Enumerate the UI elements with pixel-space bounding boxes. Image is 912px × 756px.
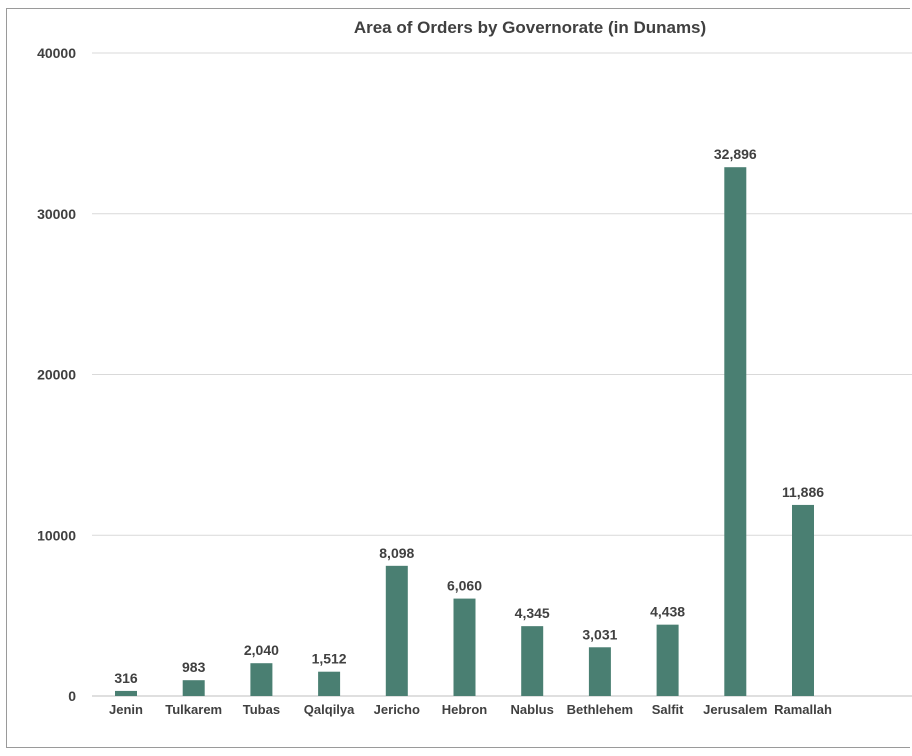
data-labels: 316 983 2,040 1,512 8,098 6,060 4,345 3,031 4,43… bbox=[114, 146, 824, 686]
bar-salfit bbox=[656, 624, 679, 696]
x-tick-label-hebron: Hebron bbox=[442, 702, 488, 717]
y-tick-label: 30000 bbox=[37, 206, 76, 222]
x-tick-label-nablus: Nablus bbox=[511, 702, 554, 717]
data-label-bethlehem: 3,031 bbox=[582, 626, 617, 642]
data-label-nablus: 4,345 bbox=[515, 605, 550, 621]
data-label-jerusalem: 32,896 bbox=[714, 146, 757, 162]
bar-tubas bbox=[250, 663, 273, 696]
x-tick-label-jenin: Jenin bbox=[109, 702, 143, 717]
bar-hebron bbox=[453, 598, 476, 696]
x-tick-label-tulkarem: Tulkarem bbox=[165, 702, 222, 717]
bar-jenin bbox=[115, 690, 137, 696]
bar-jericho bbox=[385, 565, 408, 696]
chart-title: Area of Orders by Governorate (in Dunams… bbox=[354, 18, 706, 37]
bars bbox=[115, 167, 814, 697]
data-label-jenin: 316 bbox=[114, 670, 138, 686]
y-tick-label: 20000 bbox=[37, 367, 76, 383]
data-label-salfit: 4,438 bbox=[650, 604, 685, 620]
gridlines bbox=[92, 52, 912, 697]
bar-bethlehem bbox=[588, 647, 611, 696]
data-label-jericho: 8,098 bbox=[379, 545, 414, 561]
data-label-tulkarem: 983 bbox=[182, 659, 206, 675]
x-tick-label-qalqilya: Qalqilya bbox=[304, 702, 355, 717]
x-tick-label-jerusalem: Jerusalem bbox=[703, 702, 767, 717]
data-label-hebron: 6,060 bbox=[447, 578, 482, 594]
chart-frame bbox=[6, 8, 910, 748]
y-tick-label: 40000 bbox=[37, 45, 76, 61]
bar-qalqilya bbox=[318, 671, 341, 696]
x-axis: Jenin Tulkarem Tubas Qalqilya Jericho Hebron N… bbox=[109, 702, 832, 717]
data-label-ramallah: 11,886 bbox=[782, 484, 824, 500]
y-tick-label: 0 bbox=[68, 688, 76, 704]
data-label-tubas: 2,040 bbox=[244, 642, 279, 658]
y-tick-label: 10000 bbox=[37, 527, 76, 543]
x-tick-label-ramallah: Ramallah bbox=[774, 702, 832, 717]
x-tick-label-tubas: Tubas bbox=[243, 702, 280, 717]
y-axis: 0 10000 20000 30000 40000 bbox=[37, 45, 76, 704]
bar-nablus bbox=[521, 626, 544, 696]
bar-tulkarem bbox=[182, 680, 205, 696]
x-tick-label-salfit: Salfit bbox=[652, 702, 684, 717]
x-tick-label-bethlehem: Bethlehem bbox=[567, 702, 633, 717]
bar-jerusalem bbox=[724, 167, 747, 697]
bar-ramallah bbox=[792, 504, 814, 696]
x-tick-label-jericho: Jericho bbox=[374, 702, 420, 717]
data-label-qalqilya: 1,512 bbox=[312, 651, 347, 667]
